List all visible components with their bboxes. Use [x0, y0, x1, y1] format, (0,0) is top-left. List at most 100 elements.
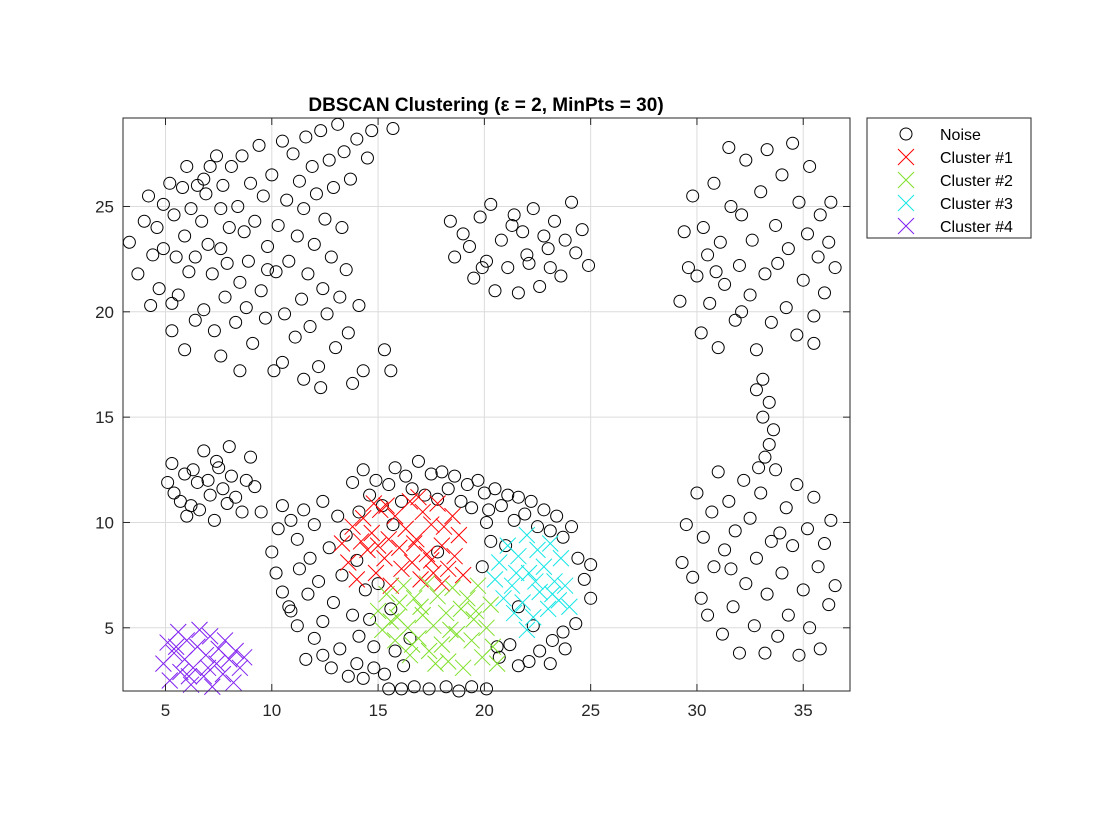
noise-point [713, 235, 727, 249]
noise-point [462, 240, 476, 254]
noise-point [696, 530, 710, 544]
noise-point [188, 313, 202, 327]
noise-point [482, 503, 496, 517]
noise-point [341, 669, 355, 683]
noise-point [269, 566, 283, 580]
noise-point [237, 225, 251, 239]
noise-point [229, 315, 243, 329]
cluster-2-point [418, 575, 436, 592]
cluster-3-point [524, 608, 542, 626]
noise-point [156, 242, 170, 256]
noise-point [388, 461, 402, 475]
series-3 [486, 526, 578, 639]
noise-point [480, 682, 493, 696]
noise-point [405, 482, 419, 496]
noise-point [239, 473, 253, 487]
cluster-4-point [235, 648, 253, 666]
noise-point [484, 534, 498, 548]
noise-point [197, 172, 211, 186]
cluster-2-point [437, 604, 455, 622]
noise-point [492, 650, 506, 664]
noise-point [384, 602, 398, 616]
noise-point [352, 629, 366, 643]
noise-point [167, 208, 181, 222]
cluster-1-point [339, 554, 357, 571]
noise-point [203, 159, 217, 173]
noise-point [811, 250, 825, 264]
noise-point [439, 680, 453, 694]
noise-point [314, 124, 328, 138]
noise-point [201, 237, 215, 251]
legend-entry: Cluster #2 [897, 171, 1013, 190]
noise-point [367, 640, 381, 654]
noise-point [518, 507, 532, 521]
noise-point [369, 473, 383, 487]
noise-point [569, 246, 583, 260]
noise-point [418, 488, 432, 502]
noise-point [701, 608, 715, 622]
cluster-1-point [433, 575, 451, 592]
noise-point [724, 199, 738, 213]
noise-point [290, 532, 304, 546]
noise-point [822, 235, 836, 249]
cluster-3-point [495, 589, 512, 607]
cluster-2-point [452, 600, 470, 618]
noise-point [709, 265, 723, 279]
series-4 [155, 621, 253, 696]
x-tick-label: 25 [581, 701, 600, 720]
noise-point [677, 225, 691, 239]
cluster-1-point [405, 535, 423, 552]
noise-point [524, 494, 538, 508]
noise-point [165, 456, 179, 470]
cluster-2-point [442, 621, 459, 639]
noise-point [397, 659, 411, 673]
cluster-3-point [520, 564, 538, 582]
cluster-4-point [167, 638, 185, 656]
noise-point [577, 572, 591, 586]
noise-point [248, 480, 262, 494]
noise-point [728, 524, 742, 538]
noise-point [165, 324, 179, 338]
cluster-3-point [505, 604, 523, 622]
noise-point [297, 503, 311, 517]
noise-point [320, 307, 334, 321]
noise-point [569, 617, 583, 631]
noise-point [737, 473, 751, 487]
noise-point [499, 539, 513, 553]
noise-point [828, 579, 842, 593]
noise-point [195, 214, 209, 228]
noise-point [743, 511, 757, 525]
noise-point [301, 587, 315, 601]
cluster-4-point [227, 642, 245, 660]
noise-point [231, 199, 245, 213]
noise-point [267, 364, 281, 378]
noise-point [244, 176, 258, 190]
cluster-1-point [433, 537, 451, 554]
cluster-1-point [367, 564, 385, 582]
noise-point [326, 181, 340, 195]
noise-point [346, 376, 360, 390]
noise-point [290, 229, 304, 243]
noise-point [299, 652, 313, 666]
noise-point [526, 202, 540, 216]
noise-point [732, 258, 746, 272]
cluster-1-point [454, 566, 472, 584]
noise-point [356, 364, 370, 378]
noise-point [214, 202, 228, 216]
cluster-1-point [414, 503, 432, 521]
cluster-2-point [484, 638, 502, 656]
noise-point [316, 282, 330, 296]
x-tick-label: 10 [262, 701, 281, 720]
noise-point [543, 524, 557, 538]
cluster-3-point [541, 535, 559, 552]
cluster-1-point [376, 549, 393, 567]
cluster-4-point [172, 663, 189, 681]
noise-point [363, 612, 377, 626]
noise-point [303, 551, 317, 565]
noise-point [537, 229, 551, 243]
noise-point [824, 513, 838, 527]
noise-point [807, 309, 821, 323]
noise-point [707, 176, 721, 190]
noise-point [558, 642, 572, 656]
noise-point [516, 225, 530, 239]
